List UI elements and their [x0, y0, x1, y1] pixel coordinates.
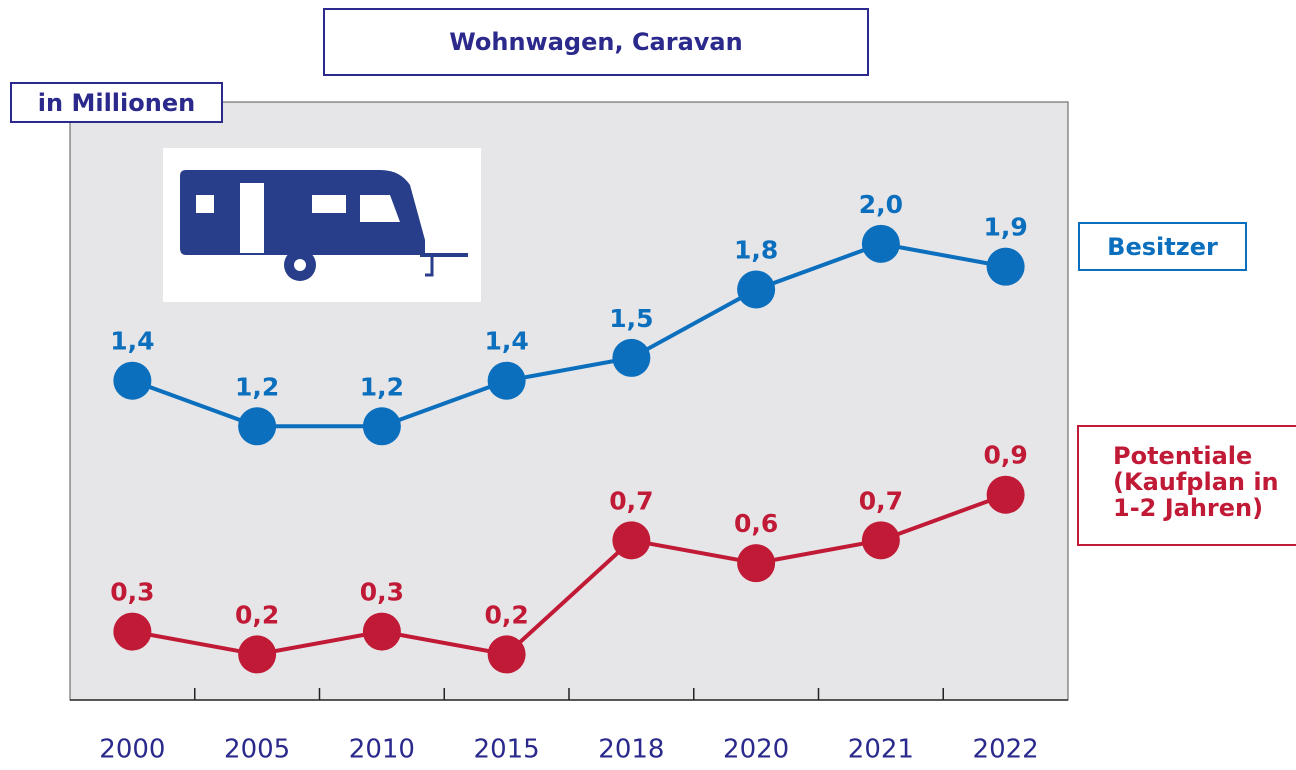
data-point [986, 475, 1025, 514]
x-tick-label: 2010 [349, 735, 415, 765]
data-label: 0,7 [859, 486, 903, 515]
data-point [487, 635, 526, 674]
data-label: 0,3 [110, 578, 154, 607]
data-label: 0,2 [235, 600, 279, 629]
data-point [861, 521, 900, 560]
data-label: 0,9 [983, 441, 1027, 470]
data-point [362, 612, 401, 651]
x-tick-label: 2015 [474, 735, 540, 765]
data-label: 1,8 [734, 235, 778, 264]
y-axis-label: in Millionen [10, 82, 223, 123]
data-point [612, 521, 651, 560]
data-label: 0,6 [734, 509, 778, 538]
caravan-icon [163, 148, 481, 302]
legend-entry: Besitzer [1078, 222, 1247, 271]
legend-entry: Potentiale (Kaufplan in 1-2 Jahren) [1077, 425, 1296, 546]
chart-title: Wohnwagen, Caravan [323, 8, 869, 76]
data-point [362, 407, 401, 446]
data-point [737, 544, 776, 583]
data-label: 0,3 [360, 578, 404, 607]
x-tick-label: 2021 [848, 735, 914, 765]
data-point [238, 635, 277, 674]
data-point [238, 407, 277, 446]
data-point [737, 270, 776, 309]
data-point [113, 612, 152, 651]
data-point [612, 338, 651, 377]
data-point [113, 361, 152, 400]
data-label: 1,5 [609, 304, 653, 333]
data-label: 1,4 [484, 327, 528, 356]
x-tick-label: 2018 [598, 735, 664, 765]
data-label: 1,2 [360, 372, 404, 401]
data-label: 0,2 [484, 600, 528, 629]
x-tick-label: 2000 [99, 735, 165, 765]
series-line [132, 492, 1007, 657]
series-line [131, 241, 1006, 429]
data-label: 2,0 [859, 190, 903, 219]
data-label: 0,7 [609, 486, 653, 515]
x-tick-label: 2005 [224, 735, 290, 765]
x-tick-label: 2020 [723, 735, 789, 765]
x-tick-label: 2022 [973, 735, 1039, 765]
data-point [861, 224, 900, 263]
data-point [487, 361, 526, 400]
data-label: 1,2 [235, 372, 279, 401]
data-point [986, 247, 1025, 286]
data-label: 1,4 [110, 327, 154, 356]
data-label: 1,9 [983, 213, 1027, 242]
